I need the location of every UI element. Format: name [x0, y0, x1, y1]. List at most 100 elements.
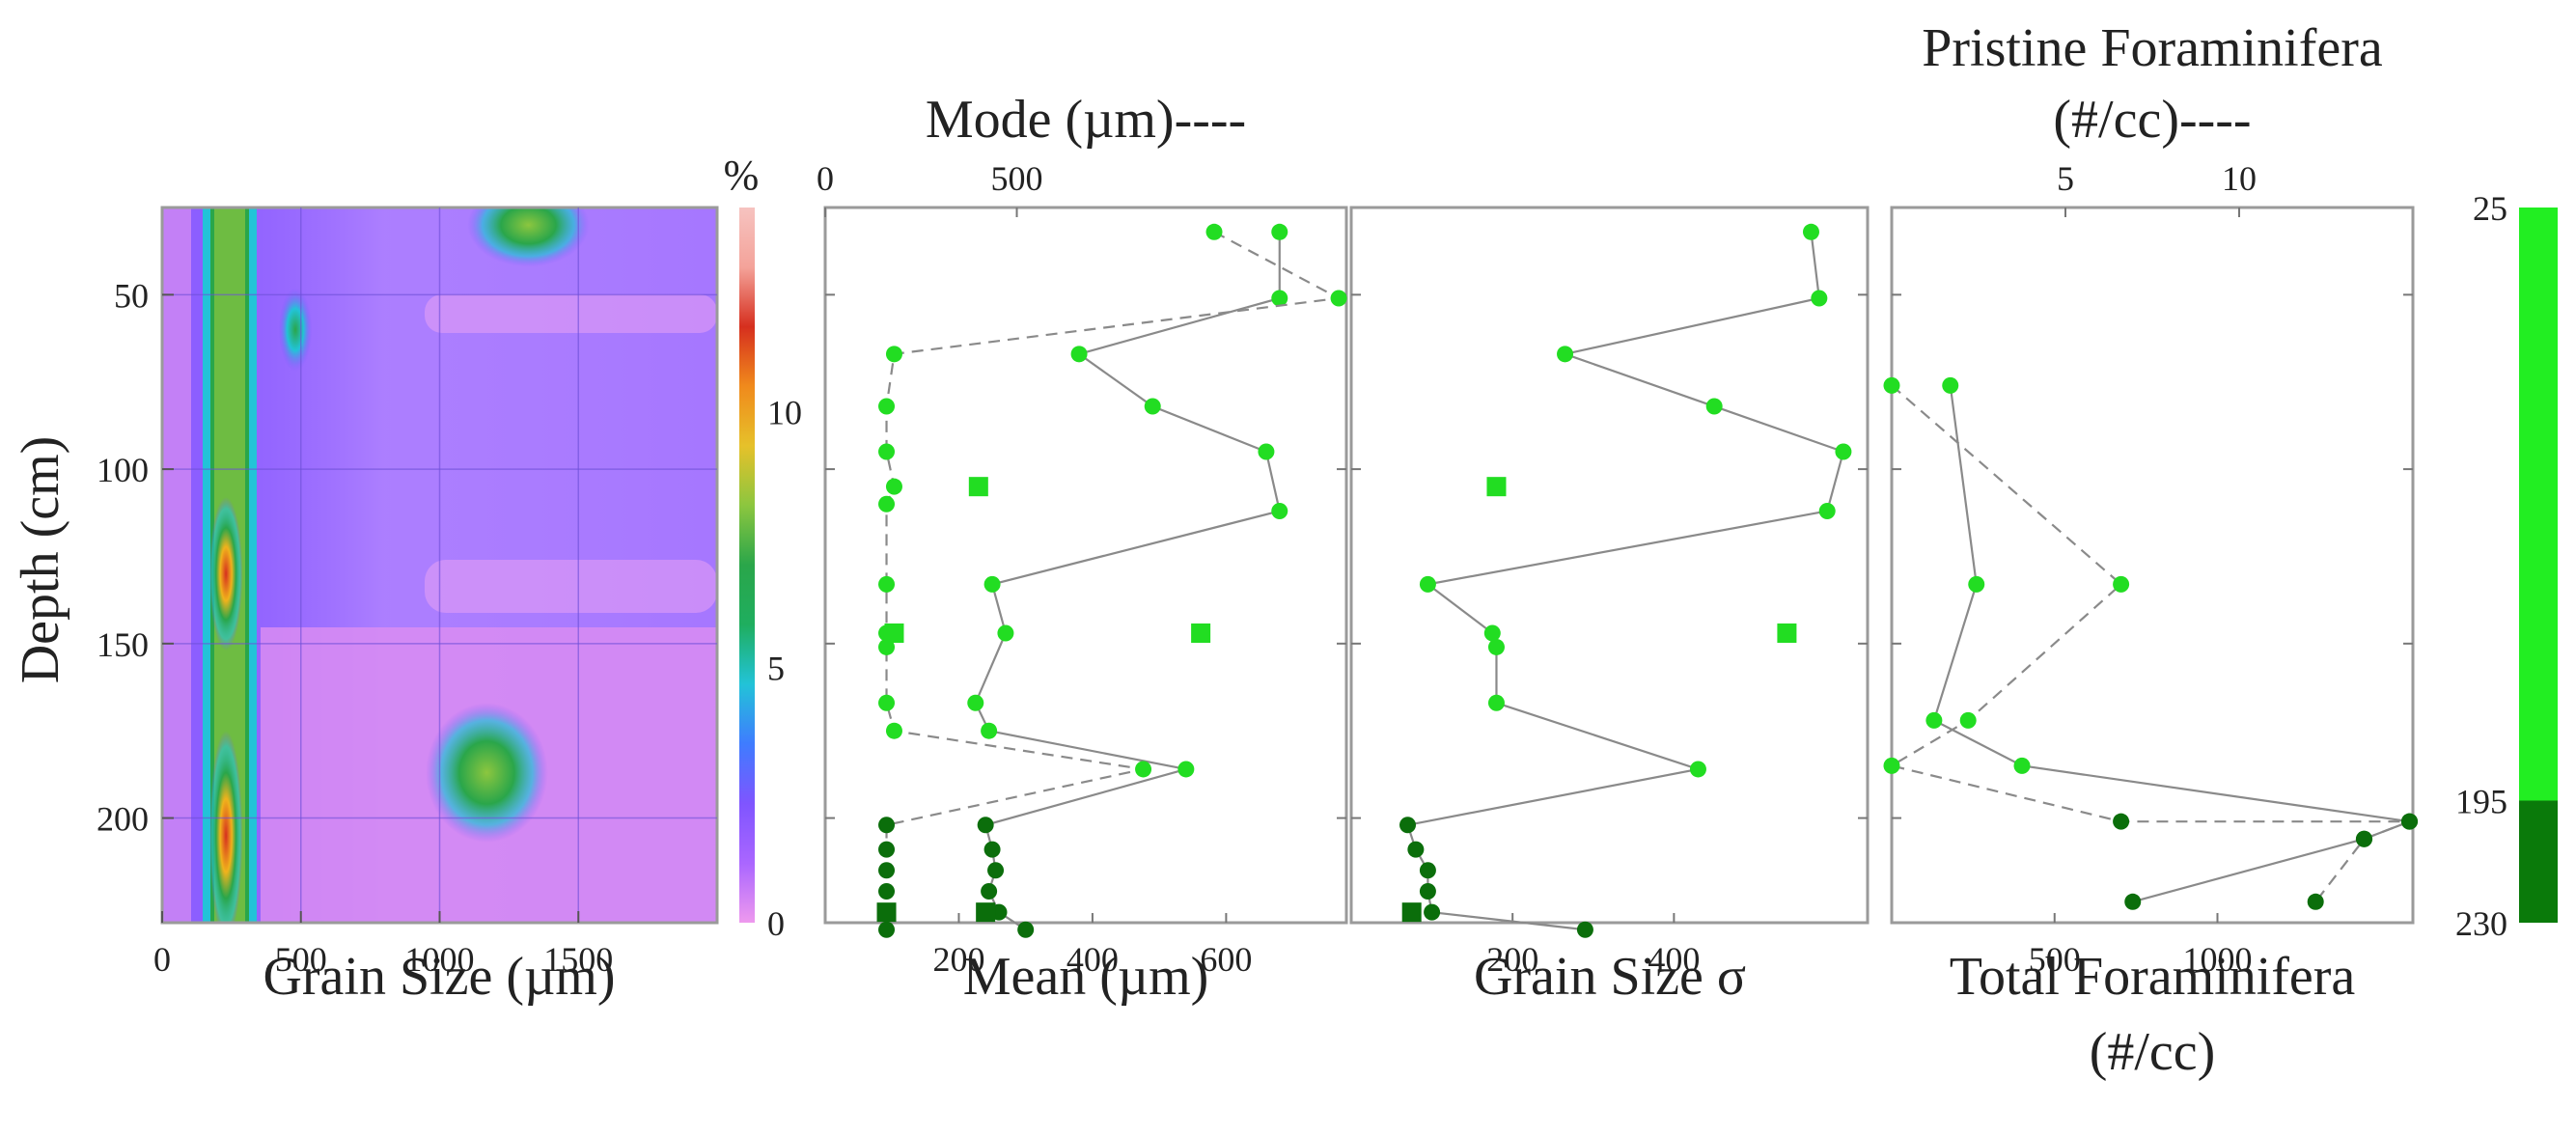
forams-top-label-units: (#/cc)---- [2053, 90, 2251, 150]
forams-xtick-label: 500 [2029, 940, 2081, 979]
forams-total-point [1968, 575, 1985, 593]
sigma-sigma-point [1818, 502, 1836, 519]
forams-pristine-point [2113, 575, 2130, 593]
heatmap-ytick-label: 150 [97, 625, 149, 664]
mean-mode-panel: 200 400 600 0 500 Mean (µm) Mode (µm)---- [817, 90, 1348, 1007]
forams-pristine-point [1883, 757, 1900, 774]
heatmap-ytick-label: 100 [97, 451, 149, 489]
mean-mode-point [878, 862, 896, 879]
mean-mode-square [1191, 623, 1211, 643]
mean-mode-square [968, 477, 988, 497]
colorbar-tick-label: 0 [767, 904, 785, 943]
mean-mean-point [1271, 223, 1288, 240]
sigma-sigma-point [1487, 638, 1505, 655]
mean-mean-point [987, 862, 1005, 879]
zone-tick-label: 195 [2455, 782, 2507, 820]
heatmap-hotspot [208, 731, 243, 923]
forams-x-label-units: (#/cc) [2090, 1022, 2216, 1082]
mean-mode-point [878, 921, 896, 938]
sigma-sigma-point [1407, 841, 1425, 858]
heatmap-ytick-label: 200 [97, 800, 149, 839]
heatmap-y-label: Depth (cm) [11, 436, 70, 684]
mean-mean-point [977, 817, 994, 834]
mean-mode-square [876, 902, 897, 923]
sigma-sigma-point [1705, 398, 1723, 415]
sigma-sigma-point [1835, 443, 1852, 460]
heatmap-hotspot [208, 497, 243, 651]
mean-mean-point [981, 882, 998, 900]
mean-mode-line [885, 231, 1343, 930]
forams-total-line [1932, 385, 2414, 903]
forams-pristine-point [1959, 711, 1977, 729]
mean-xtick-label: 400 [1066, 940, 1119, 979]
sigma-sigma-point [1424, 903, 1441, 921]
forams-total-point [2013, 757, 2031, 774]
mean-mean-point [1177, 761, 1195, 778]
mean-mode-point [1135, 761, 1152, 778]
mean-mean-point [1258, 443, 1275, 460]
foraminifera-panel: 500 1000 5 10 Total Foraminifera (#/cc) Pr… [1883, 18, 2419, 1082]
heatmap-xtick-label: 1000 [405, 940, 475, 979]
mean-mode-point [878, 841, 896, 858]
sigma-sigma-square [1777, 623, 1797, 643]
mean-mode-point [878, 882, 896, 900]
mean-mean-point [967, 694, 984, 711]
heatmap-x-label: Grain Size (µm) [263, 947, 615, 1007]
sigma-sigma-point [1399, 817, 1417, 834]
mean-mode-point [878, 398, 896, 415]
mean-toptick-label: 500 [991, 159, 1043, 198]
sigma-sigma-point [1419, 575, 1436, 593]
forams-pristine-point [2307, 893, 2324, 910]
sigma-sigma-point [1419, 862, 1436, 879]
forams-toptick-label: 5 [2057, 159, 2074, 198]
sigma-xtick-label: 400 [1648, 940, 1700, 979]
depth-zone-bar: 25 195 230 [2455, 189, 2558, 943]
mean-mean-square [976, 902, 996, 923]
mean-mode-square [884, 623, 904, 643]
zone-tick-label: 25 [2473, 189, 2507, 228]
sigma-x-label: Grain Size σ [1474, 947, 1746, 1007]
mean-mean-point [1070, 346, 1088, 363]
forams-toptick-label: 10 [2222, 159, 2257, 198]
forams-total-point [1925, 711, 1943, 729]
sigma-sigma-square [1401, 902, 1422, 923]
mean-mode-point [878, 694, 896, 711]
mean-mean-point [1271, 290, 1288, 307]
mean-mode-point [1205, 223, 1223, 240]
mean-mean-line [974, 232, 1282, 931]
forams-x-label: Total Foraminifera [1950, 947, 2356, 1007]
forams-total-point [1942, 376, 1959, 394]
sigma-sigma-point [1576, 921, 1593, 938]
colorbar-tick-label: 10 [767, 394, 802, 432]
mean-mode-point [885, 478, 902, 495]
mean-xtick-label: 200 [932, 940, 984, 979]
mean-mode-point [1330, 290, 1347, 307]
mean-toptick-label: 0 [817, 159, 834, 198]
mean-mean-point [1017, 921, 1035, 938]
heatmap-xtick-label: 1500 [543, 940, 613, 979]
mean-mode-point [878, 638, 896, 655]
sigma-sigma-point [1689, 761, 1706, 778]
mean-mean-point [983, 841, 1001, 858]
colorbar-tick-label: 5 [767, 649, 785, 687]
zone-tick-label: 230 [2455, 904, 2507, 943]
sigma-sigma-point [1557, 346, 1574, 363]
heatmap-ytick-label: 50 [114, 276, 149, 315]
sigma-sigma-line [1406, 232, 1845, 931]
mean-mean-point [1271, 502, 1288, 519]
sigma-sigma-point [1802, 223, 1819, 240]
mean-mode-point [885, 722, 902, 739]
mean-xtick-label: 600 [1200, 940, 1252, 979]
sigma-panel: 200 400 Grain Size σ [1349, 206, 1870, 1007]
sigma-sigma-square [1486, 477, 1507, 497]
forams-pristine-point [1883, 376, 1900, 394]
forams-xtick-label: 1000 [2183, 940, 2253, 979]
forams-pristine-point [2356, 830, 2373, 847]
mean-mode-point [878, 817, 896, 834]
heatmap-hotspot [426, 703, 548, 843]
sigma-xtick-label: 200 [1486, 940, 1538, 979]
mean-mode-point [878, 575, 896, 593]
mean-mode-point [878, 495, 896, 513]
